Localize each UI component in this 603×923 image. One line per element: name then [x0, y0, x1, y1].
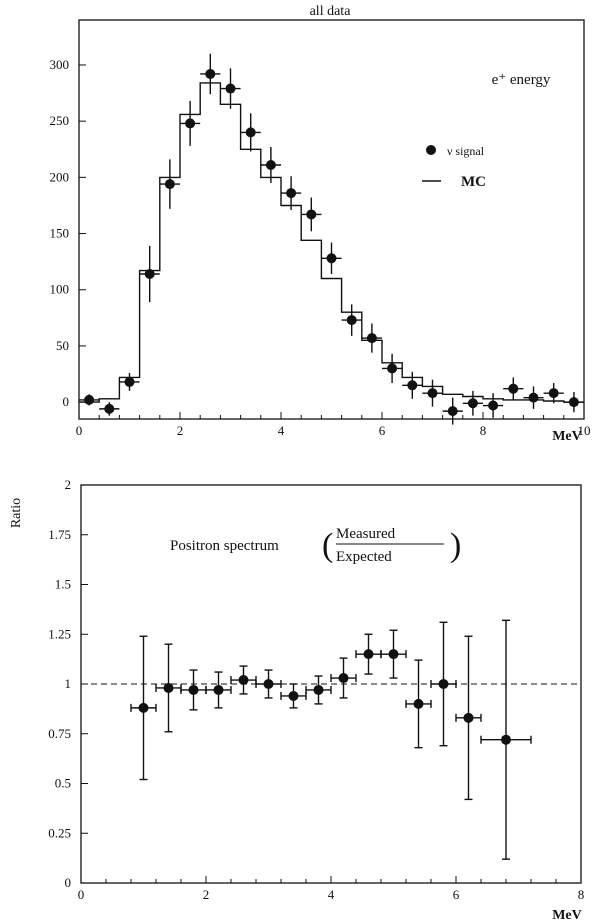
top-y-tick-label: 150	[50, 226, 70, 241]
bot-y-tick-label: 0	[65, 875, 72, 890]
signal-data-point	[508, 383, 519, 394]
signal-data-point	[568, 397, 579, 408]
top-plot-frame	[78, 19, 585, 420]
bot-y-tick-label: 0.75	[48, 726, 71, 741]
ratio-data-point	[438, 679, 449, 689]
top-y-tick-label: 100	[50, 282, 70, 297]
signal-data-point	[245, 127, 256, 138]
legend-marker-points	[426, 145, 436, 155]
bottom-xlabel: MeV	[552, 908, 582, 923]
mc-step-line	[79, 82, 584, 403]
bot-y-tick-label: 1.25	[48, 626, 71, 641]
signal-data-point	[548, 388, 559, 399]
ratio-data-point	[388, 649, 399, 660]
fraction-close-paren: )	[450, 527, 461, 564]
top-x-tick-label: 8	[480, 423, 487, 438]
bot-y-tick-label: 1	[65, 676, 72, 691]
ratio-data-point	[213, 684, 224, 695]
signal-data-point	[488, 400, 499, 411]
bot-y-tick-label: 0.25	[48, 825, 71, 840]
top-y-tick-label: 300	[50, 57, 70, 72]
signal-data-point	[265, 159, 276, 170]
signal-data-point	[427, 388, 438, 399]
bot-x-tick-label: 2	[203, 887, 210, 902]
top-x-tick-label: 0	[76, 423, 83, 438]
ratio-data-point	[363, 649, 374, 660]
bottom-x-ticks: 0 2 4 6 8	[78, 876, 585, 902]
bot-y-tick-label: 1.5	[55, 577, 71, 592]
fraction-numerator: Measured	[336, 526, 396, 542]
signal-data-point	[467, 398, 478, 409]
ratio-data-point	[163, 682, 174, 693]
top-x-ticks: 0 2 4 6 8 10	[76, 412, 591, 438]
ratio-data-point	[238, 675, 249, 686]
legend-label-mc: MC	[461, 174, 486, 190]
ratio-data-point	[313, 684, 324, 695]
signal-data-point	[346, 315, 357, 326]
ratio-data-point	[288, 690, 299, 701]
signal-data-point	[407, 380, 418, 391]
top-x-tick-label: 10	[578, 423, 591, 438]
top-annotation: e⁺ energy	[492, 72, 551, 88]
signal-data-point	[124, 376, 135, 387]
bot-x-tick-label: 4	[328, 887, 335, 902]
fraction-denominator: Expected	[336, 549, 392, 565]
signal-data-point	[84, 394, 95, 405]
bot-y-tick-label: 0.5	[55, 776, 71, 791]
top-xlabel: MeV	[552, 429, 582, 444]
bottom-ylabel: Ratio	[9, 498, 24, 528]
ratio-data-point	[138, 702, 149, 713]
top-x-tick-label: 2	[177, 423, 184, 438]
bot-x-tick-label: 6	[453, 887, 460, 902]
top-y-tick-label: 250	[50, 113, 70, 128]
bottom-data-points	[130, 619, 532, 860]
top-x-tick-label: 4	[278, 423, 285, 438]
top-data-points	[79, 53, 584, 425]
signal-data-point	[164, 179, 175, 190]
signal-data-point	[306, 209, 317, 220]
top-y-tick-label: 0	[63, 394, 70, 409]
ratio-data-point	[263, 679, 274, 689]
signal-data-point	[144, 269, 155, 280]
ratio-data-point	[188, 684, 199, 695]
signal-data-point	[387, 363, 398, 374]
top-x-tick-label: 6	[379, 423, 386, 438]
signal-data-point	[366, 333, 377, 344]
top-mc-histogram	[79, 82, 584, 403]
ratio-data-point	[463, 712, 474, 723]
signal-data-point	[528, 392, 539, 403]
fraction-open-paren: (	[322, 527, 333, 564]
top-title: all data	[310, 4, 352, 19]
bottom-annotation: Positron spectrum	[170, 538, 279, 554]
bot-x-tick-label: 8	[578, 887, 585, 902]
bot-y-tick-label: 2	[65, 477, 72, 492]
fraction: ( Measured Expected )	[322, 526, 461, 565]
top-y-tick-label: 200	[50, 169, 70, 184]
signal-data-point	[447, 406, 458, 417]
legend-label-points: ν signal	[447, 144, 485, 158]
signal-data-point	[205, 68, 216, 79]
bot-y-tick-label: 1.75	[48, 527, 71, 542]
signal-data-point	[104, 403, 115, 414]
ratio-data-point	[501, 734, 511, 745]
signal-data-point	[185, 118, 196, 129]
signal-data-point	[286, 188, 297, 199]
top-y-tick-label: 50	[56, 338, 69, 353]
bottom-y-ticks: 0 0.25 0.5 0.75 1 1.25 1.5 1.75 2	[48, 477, 88, 890]
top-legend: ν signal MC	[422, 144, 486, 190]
bottom-panel: Ratio Positron spectrum ( Measured Expec…	[9, 477, 584, 923]
ratio-data-point	[338, 673, 349, 684]
bot-x-tick-label: 0	[78, 887, 85, 902]
signal-data-point	[326, 253, 337, 264]
top-panel: all data e⁺ energy ν signal MC 0 2 4 6 8 10 0…	[50, 4, 591, 444]
top-y-ticks: 0 50 100 150 200 250 300	[50, 57, 86, 409]
signal-data-point	[225, 83, 236, 94]
ratio-data-point	[413, 698, 424, 709]
